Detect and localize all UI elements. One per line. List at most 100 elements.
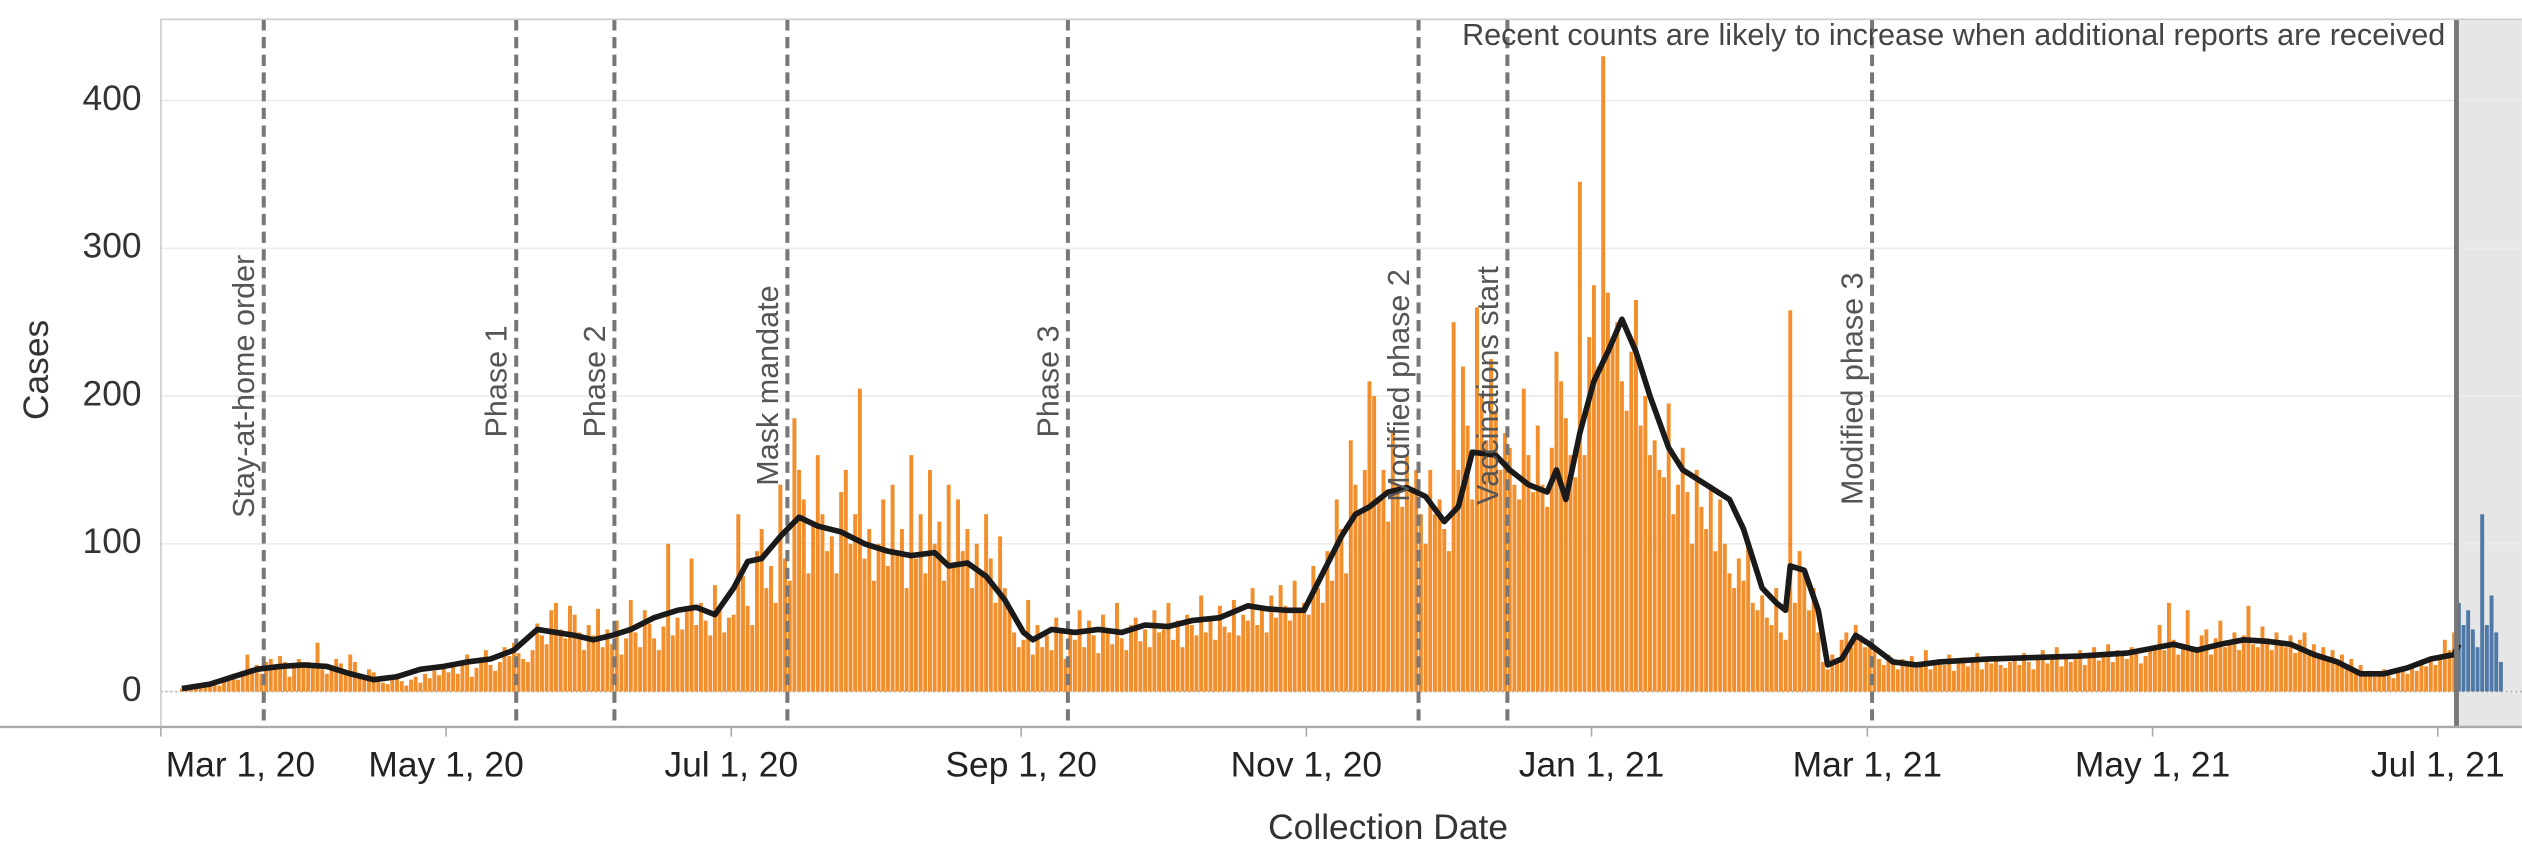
bar <box>441 667 446 692</box>
bar <box>1591 285 1596 692</box>
bar <box>1797 551 1802 692</box>
bar <box>362 679 367 692</box>
bar <box>446 672 451 692</box>
bar <box>988 558 993 692</box>
bar <box>250 667 255 692</box>
bar <box>726 617 731 692</box>
bar <box>208 682 212 692</box>
bar <box>2354 669 2358 692</box>
bar <box>2484 625 2489 692</box>
bar <box>198 687 203 692</box>
bar <box>268 659 273 692</box>
bar <box>1965 666 1970 692</box>
bar <box>385 684 390 692</box>
bar <box>1900 659 1905 692</box>
bar <box>1302 602 1306 692</box>
bar <box>1764 617 1769 692</box>
bar <box>2349 659 2354 692</box>
bar <box>1891 661 1896 692</box>
bar <box>324 673 329 692</box>
bar <box>951 565 956 692</box>
bar <box>451 664 456 692</box>
bar <box>1189 625 1194 692</box>
bar <box>1685 492 1690 692</box>
bar <box>287 676 292 692</box>
bar <box>596 608 601 692</box>
bar <box>553 602 558 692</box>
bar <box>1629 351 1634 692</box>
bar <box>1423 543 1428 692</box>
bar <box>1984 659 1989 692</box>
bar <box>698 602 703 692</box>
bar <box>1054 617 1059 692</box>
bar <box>745 605 750 692</box>
bar <box>479 659 484 692</box>
bar <box>437 675 442 692</box>
bar <box>1185 614 1190 692</box>
bar <box>1867 644 1872 692</box>
bar <box>890 484 895 692</box>
bar <box>418 682 423 692</box>
bar <box>2339 654 2344 692</box>
bar <box>1348 440 1353 692</box>
bar <box>1816 632 1821 692</box>
bar <box>853 514 858 692</box>
bar <box>811 521 816 692</box>
bar <box>2017 664 2022 692</box>
bar <box>376 676 381 692</box>
bar <box>586 625 591 692</box>
bar <box>1395 484 1400 692</box>
bar <box>2022 653 2026 692</box>
bar <box>2008 661 2012 692</box>
y-tick-label: 400 <box>83 79 142 118</box>
bar <box>1475 307 1479 692</box>
bar <box>2241 635 2246 692</box>
bar <box>2185 610 2190 692</box>
bar <box>2152 647 2157 692</box>
bar <box>278 656 283 692</box>
bar <box>2307 650 2312 692</box>
bar <box>1680 447 1685 692</box>
bar <box>2209 654 2213 692</box>
bar <box>2377 673 2382 692</box>
bar <box>1811 588 1816 692</box>
bar <box>2424 666 2429 692</box>
bar <box>839 492 844 692</box>
bar <box>516 653 521 692</box>
bar <box>1344 573 1349 692</box>
bar <box>848 543 853 692</box>
bar <box>895 551 900 692</box>
bar <box>1489 359 1493 692</box>
bar <box>885 565 890 692</box>
bar <box>577 632 582 692</box>
bar <box>395 673 399 692</box>
bar <box>834 573 839 692</box>
bar <box>1166 602 1171 692</box>
bar <box>1503 432 1508 692</box>
bar <box>764 588 769 692</box>
bar <box>1358 514 1363 692</box>
bar <box>909 455 914 692</box>
bar <box>661 626 666 692</box>
bar <box>1554 351 1559 692</box>
bar <box>381 682 385 692</box>
annotation: Recent counts are likely to increase whe… <box>1462 18 2445 52</box>
bar <box>984 514 989 692</box>
bar <box>820 514 825 692</box>
bar <box>1129 625 1133 692</box>
bar <box>1451 322 1456 692</box>
bar <box>778 484 783 692</box>
bar <box>1143 629 1148 692</box>
bar <box>1727 573 1732 692</box>
bar <box>334 659 339 692</box>
bar <box>787 580 792 692</box>
bar <box>1933 663 1938 692</box>
event-label: Modified phase 2 <box>1382 269 1416 502</box>
bar <box>511 642 516 692</box>
bar <box>1909 656 1914 692</box>
bar <box>2138 663 2143 692</box>
event-label: Phase 2 <box>578 325 612 437</box>
bar <box>2260 626 2265 692</box>
x-tick-label: May 1, 21 <box>2075 746 2230 785</box>
x-tick-label: Jul 1, 20 <box>664 746 798 785</box>
